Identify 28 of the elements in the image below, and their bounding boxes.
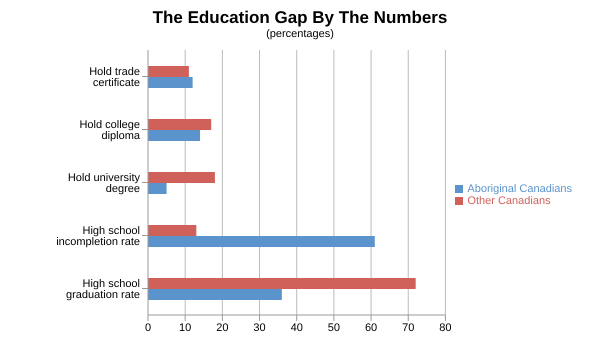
bar <box>148 172 215 183</box>
y-tick-label: Hold university degree <box>68 172 140 195</box>
bar <box>148 289 282 300</box>
bar <box>148 66 189 77</box>
bar <box>148 225 196 236</box>
bar <box>148 183 167 194</box>
x-tick-label: 70 <box>402 322 414 334</box>
x-tick-label: 20 <box>216 322 228 334</box>
bar <box>148 236 375 247</box>
chart-title: The Education Gap By The Numbers <box>152 8 448 28</box>
y-tick-label: High school graduation rate <box>66 278 140 301</box>
x-tick-label: 80 <box>439 322 452 334</box>
x-tick-label: 0 <box>144 322 152 334</box>
bar <box>148 278 416 289</box>
x-tick-label: 40 <box>290 322 303 334</box>
x-tick-label: 50 <box>328 322 340 334</box>
bar <box>148 77 193 88</box>
legend-label: Aboriginal Canadians <box>467 183 572 195</box>
y-tick-label: Hold college diploma <box>79 118 141 142</box>
bar <box>148 119 212 130</box>
y-tick-label: Hold trade certificate <box>89 66 140 89</box>
legend-label: Other Canadians <box>467 195 551 207</box>
x-tick-label: 60 <box>364 322 378 334</box>
chart-subtitle: (percentages) <box>265 28 335 40</box>
y-tick-label: High school incompletion rate <box>56 224 140 248</box>
x-tick-label: 10 <box>179 322 192 334</box>
bar <box>148 130 200 141</box>
x-tick-label: 30 <box>253 322 266 334</box>
